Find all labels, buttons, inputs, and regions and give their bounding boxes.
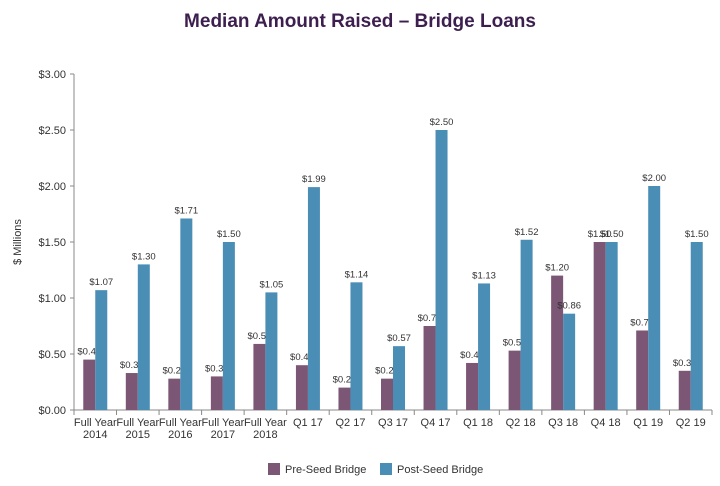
bar-pre-seed — [551, 275, 564, 410]
bar-post-seed — [307, 187, 320, 410]
bar-post-seed — [478, 283, 491, 410]
x-tick-label: Q2 18 — [506, 417, 536, 429]
data-label: $0.53 — [503, 338, 527, 349]
data-label: $1.50 — [217, 229, 241, 240]
bar-post-seed — [95, 290, 108, 410]
data-label: $0.35 — [673, 358, 697, 369]
data-label: $1.71 — [174, 205, 198, 216]
bar-post-seed — [350, 282, 363, 410]
bar-pre-seed — [423, 326, 436, 410]
y-tick-label: $0.00 — [38, 405, 66, 417]
legend-label: Post-Seed Bridge — [397, 464, 483, 476]
legend-label: Pre-Seed Bridge — [285, 464, 366, 476]
bar-pre-seed — [381, 378, 393, 410]
x-tick-label: Full Year 2018 — [244, 417, 287, 441]
data-label: $0.28 — [162, 366, 186, 377]
x-tick-label: Q2 17 — [335, 417, 365, 429]
bar-pre-seed — [466, 362, 479, 410]
x-tick-label: Q1 17 — [293, 417, 323, 429]
bar-pre-seed — [593, 242, 606, 410]
bar-pre-seed — [83, 359, 96, 410]
x-tick-label: Q4 18 — [591, 417, 621, 429]
x-tick-label: Full Year 2015 — [116, 417, 159, 441]
x-tick-label: Q1 18 — [463, 417, 493, 429]
chart-legend: Pre-Seed Bridge Post-Seed Bridge — [268, 463, 483, 476]
bar-post-seed — [180, 218, 193, 410]
y-tick-label: $1.50 — [38, 237, 66, 249]
bar-post-seed — [265, 292, 278, 410]
data-label: $1.50 — [600, 229, 624, 240]
bar-post-seed — [222, 242, 235, 410]
data-label: $1.30 — [132, 251, 156, 262]
bar-post-seed — [648, 186, 661, 410]
y-tick-label: $0.50 — [38, 349, 66, 361]
y-tick-label: $2.00 — [38, 181, 66, 193]
x-tick-label: Q2 19 — [676, 417, 706, 429]
data-label: $0.45 — [77, 347, 101, 358]
data-label: $0.86 — [557, 301, 581, 312]
bar-pre-seed — [508, 350, 521, 410]
bar-pre-seed — [636, 330, 649, 410]
data-label: $1.20 — [545, 263, 569, 274]
bar-post-seed — [605, 242, 618, 410]
data-label: $1.50 — [588, 229, 612, 240]
x-tick-label: Q3 17 — [378, 417, 408, 429]
data-label: $0.28 — [375, 366, 399, 377]
legend-swatch — [268, 463, 280, 475]
bar-pre-seed — [295, 365, 308, 410]
x-tick-label: Q4 17 — [421, 417, 451, 429]
data-label: $1.99 — [302, 174, 326, 185]
x-tick-label: Full Year 2016 — [159, 417, 202, 441]
data-label: $0.71 — [630, 317, 654, 328]
data-label: $1.50 — [685, 229, 709, 240]
bar-pre-seed — [168, 378, 181, 410]
chart-bars: $0.45 $0.33 $0.28 $0.30 $0.59 $0.40 $0.20 $0.28… — [77, 117, 709, 410]
data-label: $2.00 — [642, 173, 666, 184]
data-label: $0.75 — [418, 313, 442, 324]
y-tick-label: $1.00 — [38, 293, 66, 305]
chart-axes: $0.00 $0.50 $1.00 $1.50 $2.00 $2.50 $3.00 Full … — [38, 69, 713, 441]
data-label: $0.33 — [120, 360, 144, 371]
bar-pre-seed — [678, 370, 691, 410]
data-label: $0.20 — [333, 375, 357, 386]
x-tick-label: Q1 19 — [633, 417, 663, 429]
y-tick-label: $2.50 — [38, 125, 66, 137]
data-label: $0.59 — [248, 331, 272, 342]
data-label: $0.40 — [290, 352, 314, 363]
data-label: $1.14 — [345, 269, 369, 280]
bar-post-seed — [435, 130, 448, 410]
bar-post-seed — [563, 313, 576, 410]
data-label: $2.50 — [430, 117, 454, 128]
bar-post-seed — [393, 346, 405, 410]
x-tick-label: Full Year 2017 — [201, 417, 244, 441]
bar-post-seed — [690, 242, 703, 410]
y-tick-label: $3.00 — [38, 69, 66, 81]
data-label: $1.07 — [89, 277, 113, 288]
bar-pre-seed — [253, 343, 266, 410]
data-label: $1.52 — [515, 227, 539, 238]
bar-pre-seed — [210, 376, 223, 410]
data-label: $0.42 — [460, 350, 484, 361]
data-label: $0.57 — [387, 333, 411, 344]
legend-swatch — [380, 463, 392, 475]
data-label: $0.30 — [205, 363, 229, 374]
x-tick-label: Q3 18 — [548, 417, 578, 429]
data-label: $1.13 — [472, 270, 496, 281]
y-axis-label: $ Millions — [12, 219, 24, 265]
bar-post-seed — [520, 239, 533, 410]
data-label: $1.05 — [260, 279, 284, 290]
chart-title: Median Amount Raised – Bridge Loans — [184, 11, 536, 32]
bar-post-seed — [137, 264, 150, 410]
x-tick-label: Full Year 2014 — [74, 417, 117, 441]
bar-pre-seed — [338, 387, 351, 410]
bar-pre-seed — [125, 373, 138, 410]
